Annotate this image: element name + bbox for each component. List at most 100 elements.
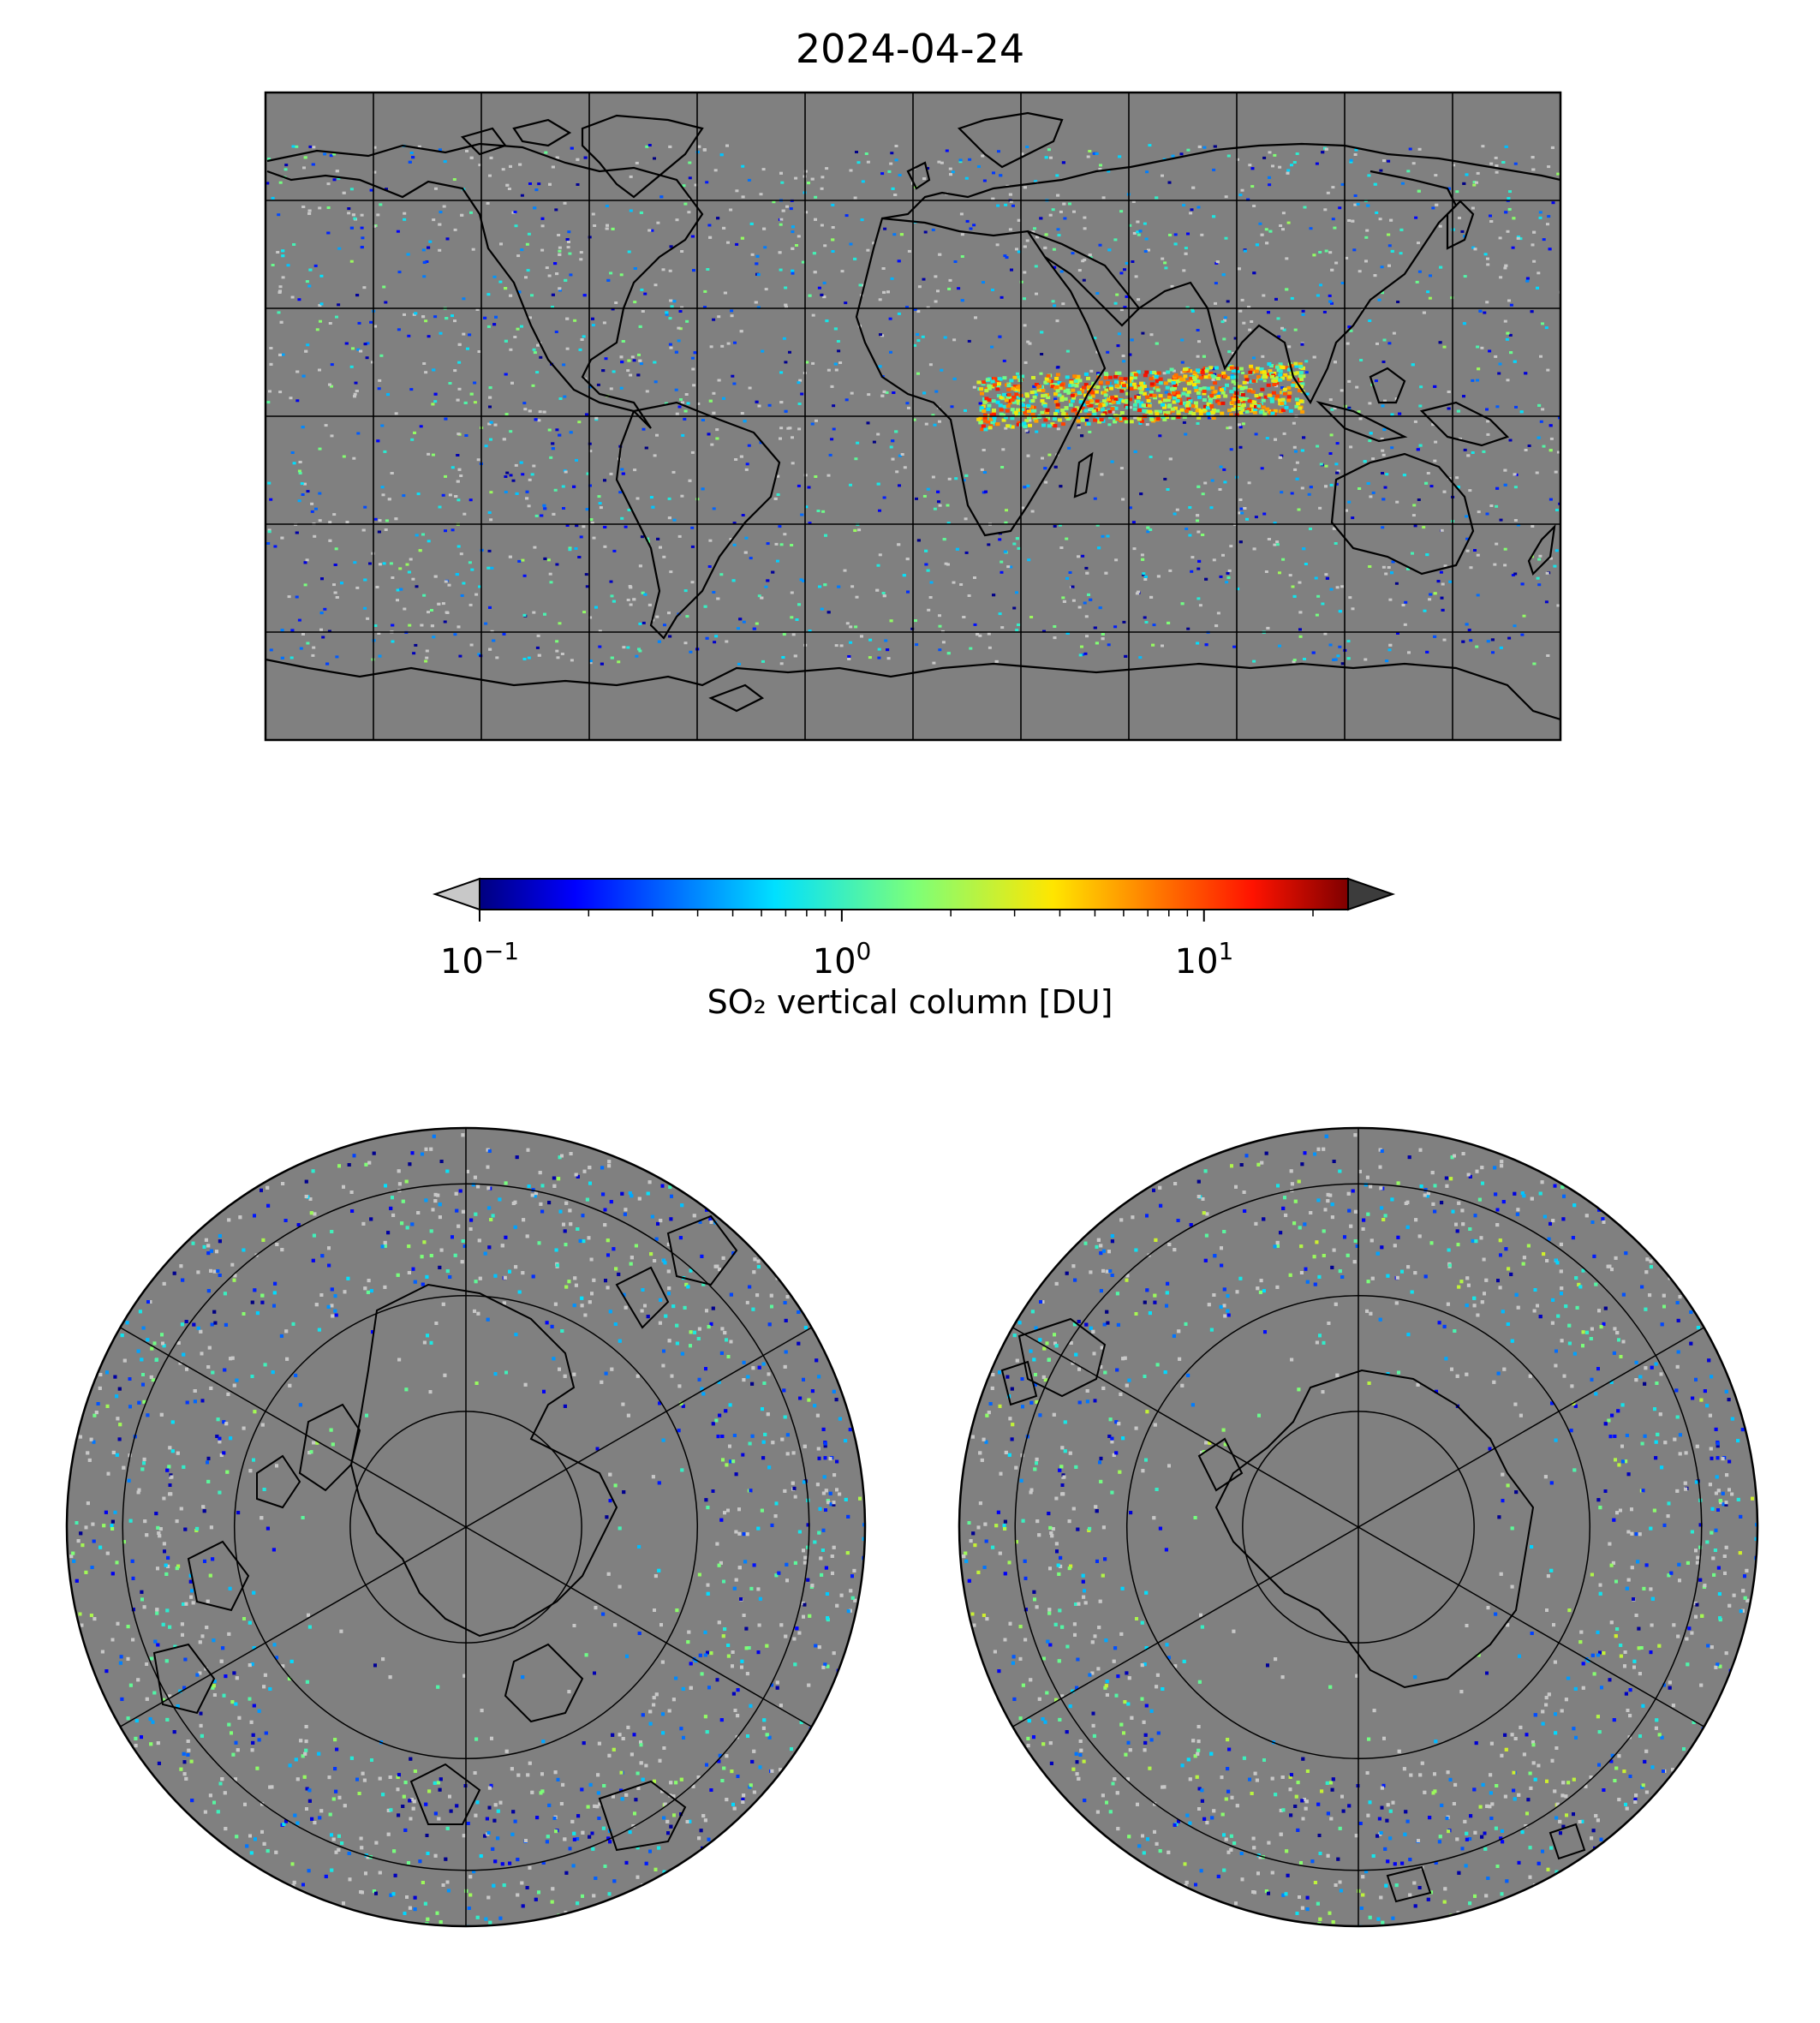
so2-pixel: [1154, 374, 1159, 379]
so2-pixel: [854, 625, 858, 629]
so2-pixel: [558, 287, 562, 290]
so2-pixel: [795, 244, 798, 247]
so2-pixel: [1309, 486, 1313, 489]
so2-pixel: [415, 534, 419, 537]
so2-pixel: [1176, 415, 1181, 419]
so2-pixel: [1011, 204, 1015, 207]
so2-pixel: [431, 453, 435, 457]
so2-pixel: [1012, 606, 1017, 610]
so2-pixel: [936, 490, 940, 493]
so2-pixel: [1349, 158, 1353, 162]
so2-pixel: [1236, 588, 1240, 591]
so2-pixel: [1202, 386, 1207, 391]
so2-pixel: [811, 313, 815, 317]
so2-pixel: [902, 574, 906, 577]
so2-pixel: [1032, 390, 1037, 394]
so2-pixel: [1068, 384, 1073, 388]
so2-pixel: [980, 391, 984, 396]
so2-pixel: [1304, 563, 1308, 565]
so2-pixel: [1152, 393, 1157, 397]
so2-pixel: [1200, 233, 1204, 236]
so2-pixel: [692, 384, 696, 387]
so2-pixel: [568, 546, 572, 550]
so2-pixel: [1282, 387, 1287, 391]
so2-pixel: [456, 545, 461, 548]
so2-pixel: [1149, 391, 1154, 394]
so2-pixel: [1396, 301, 1400, 303]
so2-pixel: [1476, 553, 1480, 557]
so2-pixel: [1402, 474, 1406, 477]
so2-pixel: [1332, 658, 1336, 661]
so2-pixel: [337, 176, 341, 180]
so2-pixel: [937, 500, 940, 504]
so2-pixel: [438, 248, 442, 252]
so2-pixel: [1357, 410, 1361, 414]
so2-pixel: [569, 431, 573, 434]
so2-pixel: [1004, 427, 1008, 430]
so2-pixel: [379, 203, 383, 206]
so2-pixel: [731, 374, 735, 378]
so2-pixel: [922, 494, 927, 498]
so2-pixel: [878, 365, 882, 368]
so2-pixel: [492, 639, 496, 642]
so2-pixel: [1095, 523, 1100, 527]
so2-pixel: [456, 398, 460, 402]
so2-pixel: [680, 306, 684, 309]
so2-pixel: [576, 183, 580, 186]
so2-pixel: [1220, 388, 1224, 392]
so2-pixel: [629, 373, 633, 377]
so2-pixel: [1113, 395, 1119, 399]
so2-pixel: [701, 419, 705, 421]
so2-pixel: [639, 362, 643, 366]
so2-pixel: [938, 624, 942, 628]
so2-pixel: [1516, 236, 1520, 238]
so2-pixel: [982, 400, 988, 404]
so2-pixel: [998, 538, 1002, 541]
so2-pixel: [612, 370, 616, 373]
so2-pixel: [984, 490, 988, 493]
so2-pixel: [1353, 203, 1358, 206]
so2-pixel: [997, 377, 1002, 381]
so2-pixel: [1365, 229, 1369, 232]
so2-pixel: [779, 371, 784, 374]
so2-pixel: [1495, 170, 1499, 174]
so2-pixel: [383, 450, 387, 453]
so2-pixel: [692, 269, 695, 272]
so2-pixel: [1001, 392, 1006, 397]
so2-pixel: [1014, 392, 1019, 397]
so2-pixel: [897, 312, 901, 315]
so2-pixel: [1235, 400, 1240, 403]
so2-pixel: [448, 493, 452, 497]
so2-pixel: [303, 482, 307, 486]
so2-pixel: [978, 421, 983, 425]
so2-pixel: [1471, 379, 1475, 382]
so2-pixel: [1201, 368, 1206, 373]
so2-pixel: [1211, 367, 1215, 371]
so2-pixel: [938, 504, 942, 507]
so2-pixel: [756, 273, 761, 277]
so2-pixel: [1005, 256, 1009, 260]
so2-pixel: [1236, 403, 1241, 406]
so2-pixel: [784, 409, 788, 413]
so2-pixel: [468, 498, 473, 502]
so2-pixel: [1220, 401, 1226, 405]
so2-pixel: [1292, 372, 1298, 376]
so2-pixel: [1403, 623, 1407, 626]
so2-pixel: [1000, 570, 1004, 574]
so2-pixel: [1172, 369, 1176, 373]
so2-pixel: [1021, 397, 1025, 402]
so2-pixel: [1349, 329, 1353, 332]
so2-pixel: [1289, 364, 1294, 367]
so2-pixel: [1189, 212, 1193, 215]
so2-pixel: [1280, 402, 1285, 406]
so2-pixel: [1236, 158, 1239, 161]
so2-pixel: [1295, 477, 1299, 480]
so2-pixel: [1119, 210, 1124, 213]
so2-pixel: [1256, 404, 1262, 409]
so2-pixel: [1185, 393, 1190, 397]
so2-pixel: [298, 472, 302, 474]
so2-pixel: [369, 320, 373, 324]
so2-pixel: [489, 491, 493, 494]
so2-pixel: [594, 416, 599, 420]
so2-pixel: [708, 399, 713, 403]
